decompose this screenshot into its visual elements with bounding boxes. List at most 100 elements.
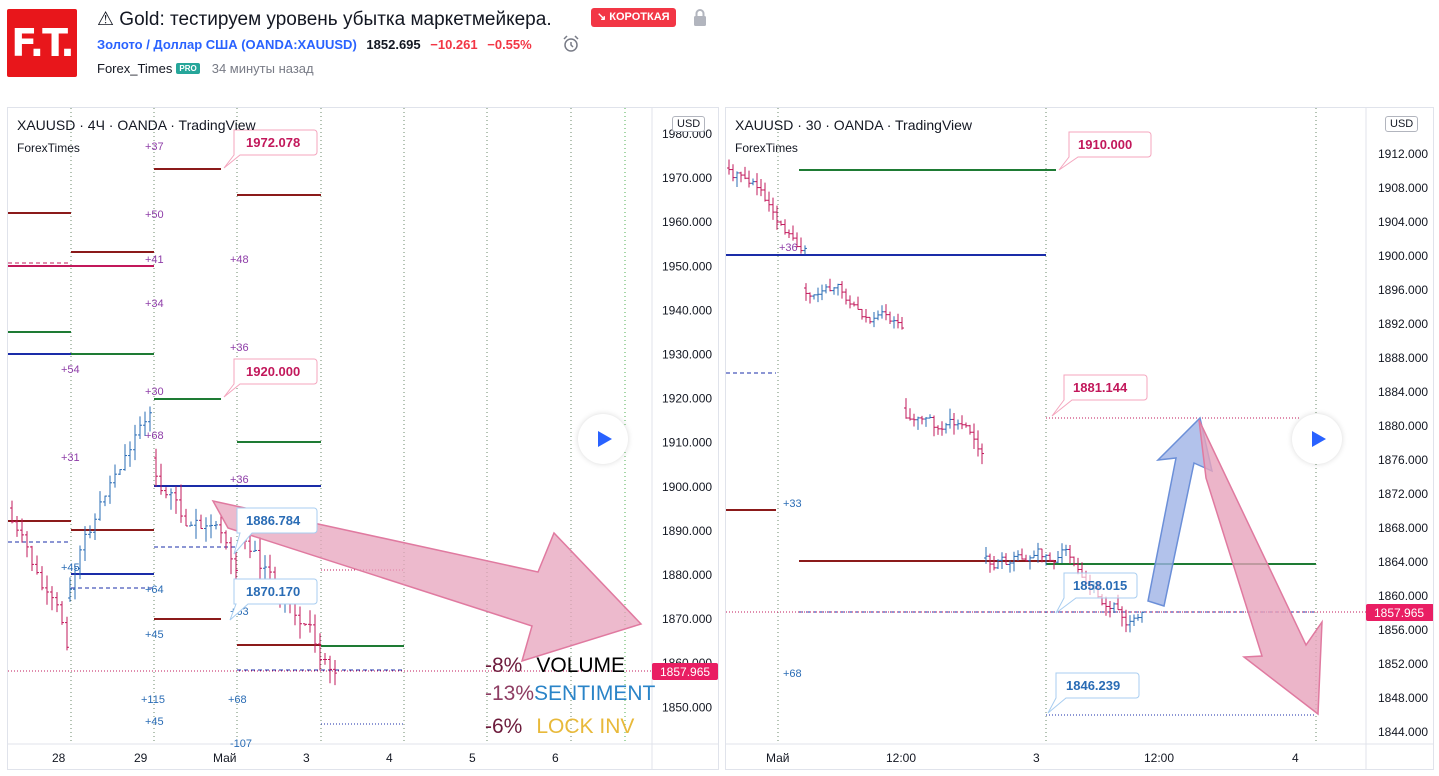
short-badge: ↘ КОРОТКАЯ xyxy=(591,8,676,27)
arrow-shape xyxy=(211,499,643,663)
time-tick: 3 xyxy=(1033,751,1040,765)
price-tick: 1844.000 xyxy=(1378,725,1428,739)
vol-label: +30 xyxy=(145,386,164,398)
volume-pct: -8% xyxy=(485,654,523,677)
time-tick: 12:00 xyxy=(1144,751,1174,765)
lock-icon xyxy=(694,9,706,26)
chart-left[interactable]: +37 +50 +41 +48 +34 +36 +54 +30 +68 +31 … xyxy=(7,107,719,770)
lock-inv-annotation: -6% LOCK INV xyxy=(485,715,634,739)
price-tick: 1848.000 xyxy=(1378,691,1428,705)
callout-price: 1870.170 xyxy=(246,584,300,599)
time-tick: 5 xyxy=(469,751,476,765)
vol-label: +50 xyxy=(145,209,164,221)
price-tick: 1860.000 xyxy=(1378,589,1428,603)
vol-label: +68 xyxy=(145,430,164,442)
price-tick: 1960.000 xyxy=(662,215,712,229)
time-tick: 3 xyxy=(303,751,310,765)
price-tick: 1880.000 xyxy=(662,568,712,582)
price-tick: 1856.000 xyxy=(1378,623,1428,637)
time-tick: 4 xyxy=(1292,751,1299,765)
symbol-line: Золото / Доллар США (OANDA:XAUUSD) 1852.… xyxy=(97,37,532,52)
vol-label: +48 xyxy=(230,254,249,266)
price-tick: 1908.000 xyxy=(1378,181,1428,195)
author-logo[interactable]: F.T. xyxy=(7,9,77,77)
price-tick: 1888.000 xyxy=(1378,351,1428,365)
vol-label: +45 xyxy=(61,562,80,574)
price-tick: 1872.000 xyxy=(1378,487,1428,501)
vol-label: +34 xyxy=(145,298,164,310)
last-price-tag: 1857.965 xyxy=(660,665,710,679)
callout-price: 1972.078 xyxy=(246,135,300,150)
currency-button[interactable]: USD xyxy=(1385,116,1419,132)
price-tick: 1868.000 xyxy=(1378,521,1428,535)
vol-label: +115 xyxy=(141,694,165,706)
play-button[interactable] xyxy=(1292,414,1342,464)
time-tick: 6 xyxy=(552,751,559,765)
idea-header: F.T. ⚠ Gold: тестируем уровень убытка ма… xyxy=(0,0,1439,100)
time-tick: 29 xyxy=(134,751,148,765)
play-button[interactable] xyxy=(578,414,628,464)
price-tick: 1900.000 xyxy=(1378,249,1428,263)
chart-right[interactable]: +36 +33 +68 1910.000 1881.144 1858.015 1… xyxy=(725,107,1434,770)
chart-left-author: ForexTimes xyxy=(17,141,80,155)
symbol-change-pct: −0.55% xyxy=(487,37,532,52)
chart-right-author: ForexTimes xyxy=(735,141,798,155)
price-tick: 1870.000 xyxy=(662,612,712,626)
price-tick: 1884.000 xyxy=(1378,385,1428,399)
price-tick: 1910.000 xyxy=(662,436,712,450)
lock-inv-label: LOCK INV xyxy=(536,715,635,738)
price-tick: 1890.000 xyxy=(662,524,712,538)
vol-label: +33 xyxy=(783,498,802,510)
price-tick: 1904.000 xyxy=(1378,215,1428,229)
price-tick: 1880.000 xyxy=(1378,419,1428,433)
price-tick: 1852.000 xyxy=(1378,657,1428,671)
vol-label: +36 xyxy=(230,342,249,354)
pro-badge: PRO xyxy=(176,63,200,74)
callout-price: 1881.144 xyxy=(1073,380,1128,395)
time-tick: 4 xyxy=(386,751,393,765)
callout-price: 1846.239 xyxy=(1066,678,1120,693)
logo-text: F.T. xyxy=(11,21,74,65)
vol-label: +68 xyxy=(783,668,802,680)
alarm-clock-icon[interactable] xyxy=(561,34,581,54)
chart-left-canvas[interactable]: +37 +50 +41 +48 +34 +36 +54 +30 +68 +31 … xyxy=(8,108,719,770)
volume-label: VOLUME xyxy=(536,654,626,677)
arrow-shape xyxy=(1198,419,1323,716)
last-price-tag: 1857.965 xyxy=(1374,606,1424,620)
author-name[interactable]: Forex_Times xyxy=(97,61,173,76)
time-tick: 28 xyxy=(52,751,66,765)
price-tick: 1940.000 xyxy=(662,303,712,317)
sentiment-pct: -13% xyxy=(485,682,535,705)
currency-button[interactable]: USD xyxy=(672,116,706,132)
vol-label: -107 xyxy=(230,738,252,750)
sentiment-annotation: -13%SENTIMENT xyxy=(485,682,655,706)
publish-time: 34 минуты назад xyxy=(211,61,314,76)
price-tick: 1970.000 xyxy=(662,171,712,185)
callout-price: 1910.000 xyxy=(1078,137,1132,152)
symbol-change: −10.261 xyxy=(430,37,478,52)
vol-label: +54 xyxy=(61,364,80,376)
time-tick: 12:00 xyxy=(886,751,916,765)
author-line: Forex_Times PRO 34 минуты назад xyxy=(97,61,314,76)
price-tick: 1930.000 xyxy=(662,348,712,362)
price-tick: 1864.000 xyxy=(1378,555,1428,569)
chart-right-canvas[interactable]: +36 +33 +68 1910.000 1881.144 1858.015 1… xyxy=(726,108,1434,770)
vol-label: +31 xyxy=(61,452,80,464)
idea-title: ⚠ Gold: тестируем уровень убытка маркетм… xyxy=(97,9,552,30)
vol-label: +45 xyxy=(145,629,164,641)
sentiment-label: SENTIMENT xyxy=(534,682,656,705)
vol-label: +64 xyxy=(145,584,164,596)
vol-label: +37 xyxy=(145,141,164,153)
price-tick: 1920.000 xyxy=(662,392,712,406)
price-tick: 1850.000 xyxy=(662,700,712,714)
volume-annotation: -8% VOLUME xyxy=(485,654,625,678)
vol-label: +36 xyxy=(230,474,249,486)
time-tick: Май xyxy=(766,751,790,765)
symbol-link[interactable]: Золото / Доллар США (OANDA:XAUUSD) xyxy=(97,37,357,52)
price-tick: 1876.000 xyxy=(1378,453,1428,467)
vol-label: +68 xyxy=(228,694,247,706)
price-tick: 1892.000 xyxy=(1378,317,1428,331)
symbol-price: 1852.695 xyxy=(366,37,421,52)
callout-price: 1858.015 xyxy=(1073,578,1127,593)
vol-label: +41 xyxy=(145,254,164,266)
